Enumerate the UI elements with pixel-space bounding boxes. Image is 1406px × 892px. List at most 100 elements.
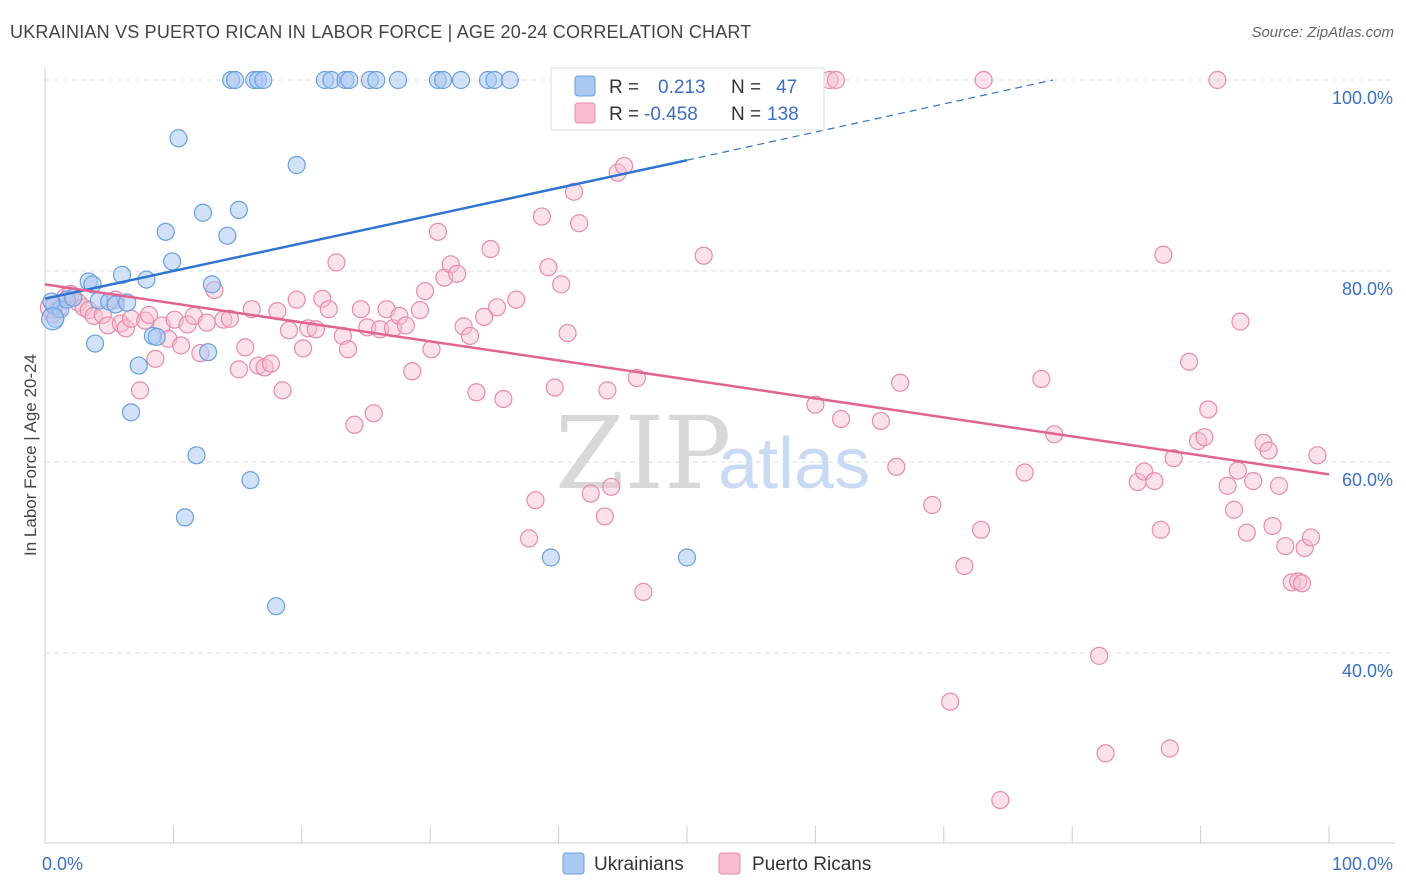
puerto-rican-point: [390, 306, 409, 325]
ukrainian-point: [121, 403, 141, 422]
puerto-rican-point: [941, 692, 960, 711]
puerto-rican-point: [139, 305, 159, 325]
puerto-rican-point: [1295, 538, 1314, 558]
puerto-rican-point: [974, 70, 993, 90]
bottom-legend-swatch-puerto-ricans: [718, 852, 741, 875]
puerto-rican-point: [279, 321, 299, 340]
puerto-rican-point: [338, 340, 358, 359]
puerto-rican-point: [236, 338, 255, 357]
chart-title: UKRAINIAN VS PUERTO RICAN IN LABOR FORCE…: [10, 22, 752, 42]
puerto-rican-point: [494, 389, 513, 409]
puerto-rican-point: [519, 529, 539, 548]
ukrainian-point: [367, 70, 386, 90]
watermark-atlas: atlas: [718, 424, 870, 504]
puerto-rican-point: [1292, 574, 1312, 593]
puerto-rican-point: [1195, 428, 1214, 447]
ukrainian-point: [163, 252, 182, 271]
puerto-rican-point: [1160, 739, 1179, 758]
puerto-rican-point: [806, 395, 825, 414]
ukrainian-point: [129, 356, 148, 375]
puerto-rican-point: [539, 258, 558, 277]
trend-lines: [44, 79, 1330, 476]
ukrainian-point: [241, 471, 260, 490]
puerto-rican-point: [415, 281, 435, 301]
puerto-rican-point: [558, 323, 577, 343]
bottom-legend-label-ukrainians: Ukrainians: [594, 854, 684, 875]
puerto-rican-point: [261, 354, 281, 373]
puerto-rican-point: [1015, 463, 1034, 482]
ukrainian-point: [500, 70, 519, 90]
series-legend: Ukrainians Puerto Ricans: [562, 852, 871, 875]
puerto-rican-point: [1301, 528, 1321, 547]
legend-n-value-ukrainians: 47: [776, 77, 797, 98]
bottom-legend-label-puerto-ricans: Puerto Ricans: [752, 854, 871, 875]
puerto-rican-point: [448, 264, 467, 283]
ukrainian-point: [218, 226, 237, 245]
watermark-zip: ZIP: [555, 395, 731, 512]
puerto-rican-point: [595, 507, 614, 526]
stats-legend-box: [550, 67, 825, 131]
puerto-rican-point: [955, 556, 974, 576]
puerto-rican-point: [1179, 352, 1199, 371]
legend-r-value-puerto-ricans: -0.458: [644, 104, 698, 125]
puerto-rican-point: [887, 457, 906, 476]
puerto-rican-point: [487, 298, 507, 317]
legend-swatch-puerto-ricans: [574, 102, 596, 124]
y-tick-label: 40.0%: [1342, 661, 1393, 681]
puerto-rican-point: [1096, 744, 1115, 763]
legend-n-value-puerto-ricans: 138: [767, 104, 799, 125]
legend-swatch-ukrainians: [574, 75, 596, 97]
puerto-rican-point: [1259, 441, 1278, 460]
puerto-rican-point: [197, 313, 216, 332]
stats-legend: R = 0.213 N = 47 R = -0.458 N = 138: [550, 67, 825, 131]
puerto-rican-point: [345, 415, 364, 434]
puerto-rican-point: [991, 790, 1010, 810]
puerto-rican-point: [1237, 523, 1256, 542]
puerto-rican-point: [602, 477, 621, 496]
puerto-rican-point: [507, 290, 526, 309]
puerto-rican-point: [1308, 446, 1327, 465]
bottom-legend-swatch-ukrainians: [562, 852, 585, 875]
puerto-rican-point: [1199, 400, 1218, 419]
ukrainian-point-cluster: [41, 307, 65, 331]
puerto-rican-point: [634, 582, 653, 601]
puerto-rican-point: [552, 275, 571, 294]
ukrainian-point: [85, 334, 105, 353]
ukrainian-point: [193, 203, 213, 222]
puerto-rican-point: [146, 349, 165, 368]
ukrainian-point: [175, 508, 195, 527]
puerto-rican-point: [1151, 520, 1170, 539]
puerto-rican-point: [971, 520, 991, 539]
ukrainian-point: [187, 446, 206, 465]
puerto-rican-point: [460, 326, 480, 346]
ukrainian-point: [433, 70, 453, 90]
puerto-rican-point: [923, 495, 942, 515]
puerto-rican-point: [481, 239, 500, 259]
puerto-rican-point: [1208, 70, 1227, 90]
puerto-rican-point: [273, 381, 292, 400]
puerto-rican-point: [1032, 369, 1051, 389]
puerto-rican-point: [570, 214, 589, 233]
puerto-rican-point: [116, 319, 135, 338]
puerto-rican-point: [545, 378, 564, 397]
legend-n-label-2: N =: [731, 104, 761, 125]
puerto-rican-point: [475, 307, 494, 326]
puerto-rican-point: [1164, 449, 1183, 468]
ukrainian-point: [254, 70, 273, 90]
puerto-rican-point: [441, 255, 460, 274]
puerto-rican-point: [831, 409, 851, 429]
puerto-rican-point: [396, 316, 415, 335]
puerto-rican-point: [293, 339, 313, 358]
x-tick-label: 100.0%: [1332, 854, 1393, 874]
puerto-rican-point: [1090, 646, 1109, 665]
y-tick-label: 100.0%: [1332, 88, 1393, 108]
puerto-rican-point: [1244, 472, 1263, 491]
puerto-rican-point: [454, 317, 473, 336]
puerto-rican-point: [410, 301, 430, 320]
ukrainian-point: [389, 70, 408, 90]
chart-source: Source: ZipAtlas.com: [1251, 24, 1394, 41]
puerto-rican-point: [319, 300, 338, 319]
ukrainian-point: [147, 327, 166, 346]
puerto-rican-point: [172, 336, 191, 355]
legend-r-label-2: R =: [609, 104, 639, 125]
